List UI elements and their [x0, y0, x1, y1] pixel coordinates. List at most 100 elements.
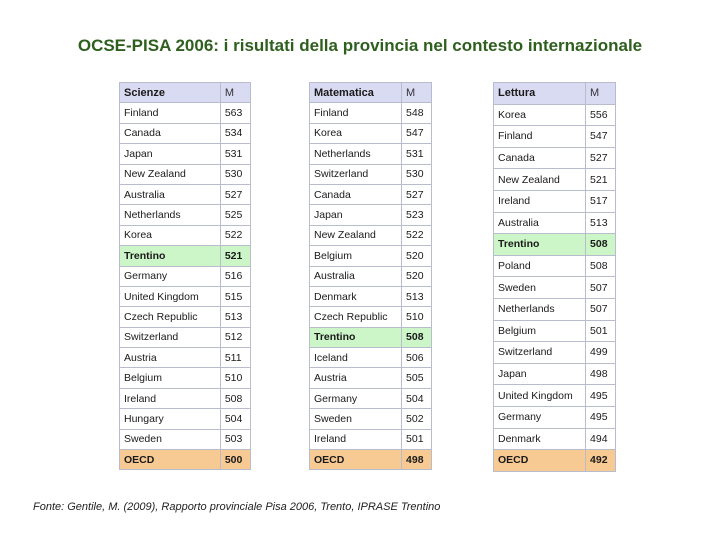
table-header-row: Lettura M [492, 82, 616, 105]
table-row: New Zealand 522 [308, 224, 432, 247]
column-header-subject: Scienze [119, 81, 221, 104]
table-row: Netherlands 507 [492, 297, 616, 321]
mean-score: 500 [219, 449, 252, 471]
mean-score: 501 [401, 428, 432, 451]
country-name: Denmark [308, 285, 403, 308]
table-row: Finland 563 [119, 102, 252, 124]
country-name: Germany [308, 387, 403, 410]
table-row: Switzerland 530 [308, 163, 432, 185]
table-row: Trentino 508 [492, 233, 616, 256]
mean-score: 501 [585, 319, 616, 343]
country-name: Poland [492, 254, 587, 278]
table-row: Sweden 502 [308, 408, 432, 430]
table-row: United Kingdom 495 [492, 384, 616, 407]
country-name: Czech Republic [119, 306, 221, 328]
mean-score: 494 [585, 427, 616, 451]
table-row: Germany 495 [492, 405, 616, 429]
mean-score: 517 [585, 189, 616, 213]
mean-score: 520 [401, 265, 432, 287]
country-name: OECD [492, 449, 587, 472]
country-name: Germany [119, 265, 221, 287]
column-header-mean: M [401, 81, 432, 104]
table-row: Ireland 508 [119, 387, 252, 410]
mean-score: 498 [401, 449, 432, 471]
table-row: New Zealand 521 [492, 168, 616, 191]
country-name: Sweden [119, 428, 221, 451]
mean-score: 508 [219, 387, 252, 410]
mean-score: 495 [585, 384, 616, 407]
mean-score: 531 [401, 143, 432, 165]
mean-score: 525 [219, 204, 252, 226]
table-row: OECD 498 [308, 449, 432, 471]
country-name: Switzerland [492, 341, 587, 364]
table-row: Czech Republic 510 [308, 306, 432, 328]
table-header-row: Matematica M [308, 81, 432, 104]
table-row: Trentino 521 [119, 245, 252, 267]
table-row: Germany 516 [119, 265, 252, 287]
column-header-subject: Lettura [492, 82, 587, 105]
table-row: Denmark 494 [492, 427, 616, 451]
country-name: OECD [308, 449, 403, 471]
table-row: Korea 547 [308, 122, 432, 145]
country-name: Korea [492, 103, 587, 127]
table-row: United Kingdom 515 [119, 285, 252, 308]
country-name: Trentino [308, 326, 403, 349]
mean-score: 563 [219, 102, 252, 124]
mean-score: 527 [585, 146, 616, 170]
column-header-subject: Matematica [308, 81, 403, 104]
table-row: Ireland 517 [492, 189, 616, 213]
table-row: Sweden 503 [119, 428, 252, 451]
table-row: Belgium 510 [119, 367, 252, 389]
country-name: Austria [308, 367, 403, 389]
table-row: Japan 498 [492, 362, 616, 386]
table-row: Czech Republic 513 [119, 306, 252, 328]
country-name: Switzerland [308, 163, 403, 185]
table-row: Trentino 508 [308, 326, 432, 349]
country-name: Canada [119, 122, 221, 145]
country-name: Switzerland [119, 326, 221, 349]
mean-score: 530 [401, 163, 432, 185]
mean-score: 513 [585, 211, 616, 235]
country-name: Canada [492, 146, 587, 170]
page-title: OCSE-PISA 2006: i risultati della provin… [77, 36, 643, 55]
mean-score: 520 [401, 245, 432, 267]
column-header-mean: M [585, 82, 616, 105]
table-lettura: Lettura M Korea 556 Finland 547 Canada 527 New… [492, 82, 616, 472]
country-name: United Kingdom [119, 285, 221, 308]
table-row: OECD 492 [492, 449, 616, 472]
country-name: Japan [308, 204, 403, 226]
table-row: Australia 513 [492, 211, 616, 235]
country-name: Korea [119, 224, 221, 247]
table-row: Belgium 501 [492, 319, 616, 343]
country-name: Japan [119, 143, 221, 165]
table-row: Japan 523 [308, 204, 432, 226]
country-name: Japan [492, 362, 587, 386]
country-name: Finland [119, 102, 221, 124]
mean-score: 515 [219, 285, 252, 308]
country-name: Ireland [492, 189, 587, 213]
table-row: Canada 527 [308, 183, 432, 206]
mean-score: 527 [401, 183, 432, 206]
mean-score: 511 [219, 347, 252, 369]
table-row: Finland 547 [492, 125, 616, 148]
mean-score: 506 [401, 347, 432, 369]
mean-score: 523 [401, 204, 432, 226]
table-row: Korea 522 [119, 224, 252, 247]
mean-score: 498 [585, 362, 616, 386]
mean-score: 513 [219, 306, 252, 328]
mean-score: 508 [585, 254, 616, 278]
table-row: Switzerland 512 [119, 326, 252, 349]
country-name: Czech Republic [308, 306, 403, 328]
country-name: Ireland [119, 387, 221, 410]
country-name: Netherlands [119, 204, 221, 226]
mean-score: 504 [219, 408, 252, 430]
table-row: Hungary 504 [119, 408, 252, 430]
table-row: Austria 511 [119, 347, 252, 369]
country-name: Austria [119, 347, 221, 369]
mean-score: 522 [219, 224, 252, 247]
country-name: Korea [308, 122, 403, 145]
mean-score: 530 [219, 163, 252, 185]
table-row: Australia 520 [308, 265, 432, 287]
mean-score: 547 [401, 122, 432, 145]
table-row: Netherlands 525 [119, 204, 252, 226]
